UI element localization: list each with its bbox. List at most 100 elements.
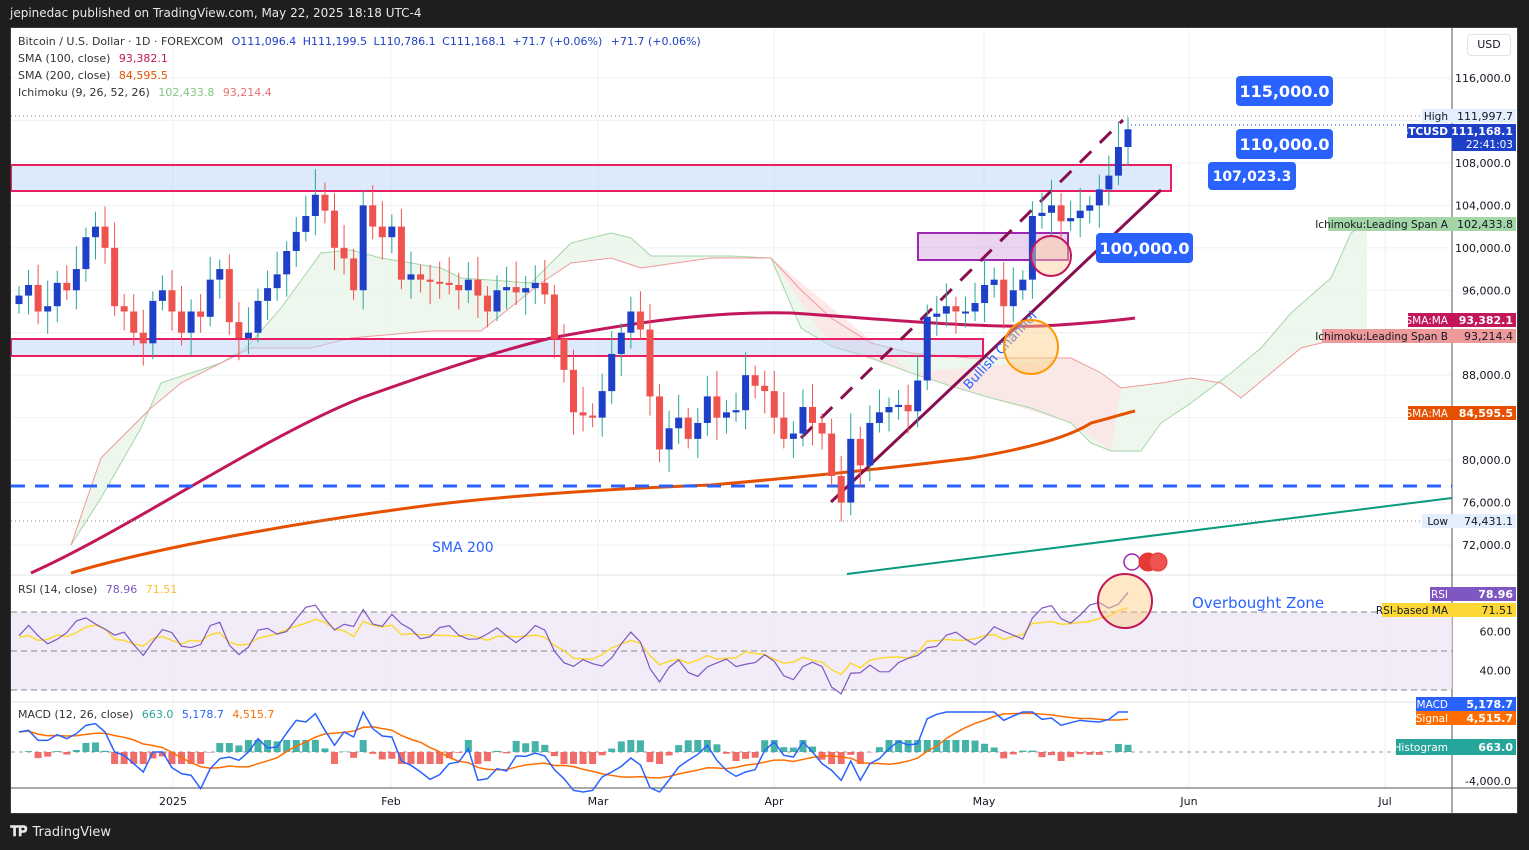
target-115000-label[interactable]: 115,000.0 (1236, 76, 1333, 106)
svg-text:84,595.5: 84,595.5 (1459, 407, 1513, 420)
footer: 𝐓𝐏 TradingView (0, 814, 1529, 850)
svg-text:-4,000.0: -4,000.0 (1465, 775, 1511, 788)
rsi-value: 78.96 (105, 583, 138, 596)
svg-text:107,023.3: 107,023.3 (1213, 169, 1292, 185)
svg-text:74,431.1: 74,431.1 (1464, 515, 1513, 528)
svg-text:76,000.0: 76,000.0 (1462, 497, 1511, 510)
long-trendline (846, 497, 1453, 575)
high-tag: High 111,997.7 (1422, 109, 1516, 123)
sma100-tag: SMA:MA 93,382.1 (1405, 313, 1516, 327)
svg-text:4,515.7: 4,515.7 (1466, 712, 1513, 725)
macd-tag: MACD 5,178.7 (1416, 697, 1516, 711)
svg-text:Mar: Mar (588, 795, 609, 808)
svg-text:RSI-based MA: RSI-based MA (1376, 605, 1449, 617)
svg-text:71.51: 71.51 (1482, 604, 1514, 617)
level-100000-label[interactable]: 100,000.0 (1096, 233, 1193, 263)
ohlc-open: O111,096.4 (231, 35, 297, 48)
svg-text:116,000.0: 116,000.0 (1455, 72, 1511, 85)
ohlc-low: L110,786.1 (373, 35, 436, 48)
rsi-label: RSI (14, close) (18, 583, 98, 596)
retest-circle (1003, 319, 1059, 375)
histogram-tag: Histogram 663.0 (1394, 739, 1516, 755)
macd-signal-value: 4,515.7 (232, 708, 275, 721)
level-107023-label[interactable]: 107,023.3 (1208, 162, 1296, 190)
chart-frame[interactable]: Bullish Channel 115,000.0 110,000.0 107,023… (10, 27, 1518, 814)
svg-text:110,000.0: 110,000.0 (1239, 135, 1329, 154)
svg-text:Jun: Jun (1179, 795, 1197, 808)
svg-text:Feb: Feb (381, 795, 400, 808)
macd-hist-value: 663.0 (141, 708, 174, 721)
price-change-2: +71.7 (+0.06%) (610, 35, 701, 48)
symbol-name: Bitcoin / U.S. Dollar · 1D · FOREXCOM (18, 35, 224, 48)
svg-text:40.00: 40.00 (1480, 665, 1512, 678)
svg-text:Signal: Signal (1416, 713, 1448, 725)
ohlc-close: C111,168.1 (442, 35, 506, 48)
brand-name[interactable]: TradingView (32, 824, 112, 840)
svg-text:Low: Low (1427, 516, 1448, 528)
svg-text:Histogram: Histogram (1394, 742, 1448, 754)
rsi-tag: RSI 78.96 (1430, 587, 1516, 601)
svg-text:115,000.0: 115,000.0 (1239, 82, 1329, 101)
currency-button[interactable]: USD (1467, 34, 1511, 56)
price-axis[interactable]: 116,000.0 108,000.0 104,000.0 100,000.0 96,0… (1455, 72, 1511, 788)
ichimoku-legend[interactable]: Ichimoku (9, 26, 52, 26) 102,433.8 93,21… (18, 86, 277, 99)
svg-text:88,000.0: 88,000.0 (1462, 369, 1511, 382)
svg-text:Apr: Apr (764, 795, 784, 808)
price-change: +71.7 (+0.06%) (512, 35, 603, 48)
macd-value: 5,178.7 (181, 708, 224, 721)
signal-tag: Signal 4,515.7 (1416, 711, 1516, 725)
overbought-zone-label: Overbought Zone (1192, 594, 1324, 612)
rsi-legend[interactable]: RSI (14, close) 78.96 71.51 (18, 583, 182, 596)
svg-text:BTCUSD: BTCUSD (1400, 126, 1448, 138)
macd-histogram (25, 740, 1132, 764)
resistance-zone (11, 164, 1172, 192)
ichimoku-span-a-value: 102,433.8 (158, 86, 215, 99)
svg-text:22:41:03: 22:41:03 (1466, 139, 1513, 151)
svg-text:111,168.1: 111,168.1 (1451, 125, 1513, 138)
span-b-tag: Ichimoku:Leading Span B 93,214.4 (1315, 329, 1516, 343)
time-axis[interactable]: 2025 Feb Mar Apr May Jun Jul (159, 795, 1392, 808)
macd-legend[interactable]: MACD (12, 26, close) 663.0 5,178.7 4,515… (18, 708, 279, 721)
svg-text:Ichimoku:Leading Span B: Ichimoku:Leading Span B (1315, 331, 1448, 343)
breakout-circle (1030, 235, 1072, 277)
rsi-line (18, 592, 1129, 695)
sma200-value: 84,595.5 (118, 69, 168, 82)
svg-text:RSI: RSI (1431, 589, 1448, 601)
svg-text:SMA:MA: SMA:MA (1405, 408, 1448, 420)
candles (15, 117, 1132, 522)
sma100-label: SMA (100, close) (18, 52, 111, 65)
svg-text:High: High (1424, 111, 1448, 123)
sma200-line (70, 409, 1136, 575)
sma200-annotation: SMA 200 (432, 540, 494, 556)
svg-text:93,214.4: 93,214.4 (1464, 330, 1513, 343)
channel-upper-line (799, 118, 1125, 440)
target-110000-label[interactable]: 110,000.0 (1236, 129, 1333, 159)
ichimoku-label: Ichimoku (9, 26, 52, 26) (18, 86, 150, 99)
price-chart[interactable]: Bullish Channel115,000.0110,000.0107,023… (11, 28, 1518, 814)
sma100-legend[interactable]: SMA (100, close) 93,382.1 (18, 52, 173, 65)
svg-text:SMA:MA: SMA:MA (1405, 315, 1448, 327)
svg-text:May: May (973, 795, 996, 808)
svg-text:100,000.0: 100,000.0 (1099, 239, 1189, 258)
sma200-tag: SMA:MA 84,595.5 (1405, 406, 1516, 420)
ichimoku-span-b-value: 93,214.4 (222, 86, 272, 99)
tradingview-logo-icon: 𝐓𝐏 (10, 824, 27, 840)
svg-text:111,997.7: 111,997.7 (1457, 110, 1513, 123)
svg-text:72,000.0: 72,000.0 (1462, 539, 1511, 552)
signal-line (18, 712, 1129, 779)
us-flag-event-icon-2 (1148, 552, 1168, 572)
last-price-tag: BTCUSD 111,168.122:41:03 (1400, 124, 1516, 151)
sma200-legend[interactable]: SMA (200, close) 84,595.5 (18, 69, 173, 82)
low-tag: Low 74,431.1 (1422, 514, 1516, 528)
symbol-legend: Bitcoin / U.S. Dollar · 1D · FOREXCOM O1… (18, 35, 706, 48)
ohlc-high: H111,199.5 (302, 35, 368, 48)
svg-text:78.96: 78.96 (1478, 588, 1513, 601)
lightning-event-icon (1123, 553, 1141, 571)
svg-text:663.0: 663.0 (1478, 741, 1513, 754)
overbought-circle (1097, 573, 1153, 629)
svg-text:108,000.0: 108,000.0 (1455, 157, 1511, 170)
svg-text:100,000.0: 100,000.0 (1455, 242, 1511, 255)
rsi-ma-tag: RSI-based MA 71.51 (1376, 603, 1516, 617)
svg-text:2025: 2025 (159, 795, 187, 808)
sma100-line (30, 311, 1136, 575)
